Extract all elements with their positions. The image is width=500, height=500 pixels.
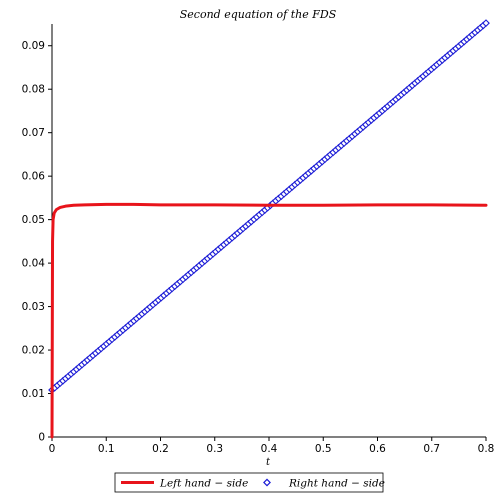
legend-marker-right-hand-side (263, 478, 271, 487)
legend-label-right-hand-side: Right hand − side (288, 478, 385, 490)
x-tick-label: 0.6 (369, 443, 386, 455)
y-tick-label: 0.02 (22, 345, 45, 357)
y-tick-label: 0.09 (22, 40, 45, 52)
y-tick-label: 0.03 (22, 301, 45, 313)
legend: Left hand − side Right hand − side (114, 472, 385, 493)
y-tick-label: 0.05 (22, 214, 45, 226)
y-tick-label: 0.01 (22, 388, 45, 400)
chart-title: Second equation of the FDS (180, 8, 337, 21)
y-tick-label: 0.08 (22, 84, 45, 96)
x-axis-label: t (266, 457, 271, 468)
x-tick-label: 0.1 (98, 443, 115, 455)
legend-label-left-hand-side: Left hand − side (159, 478, 248, 490)
y-tick-label: 0.04 (22, 258, 46, 270)
x-tick-label: 0.5 (315, 443, 332, 455)
x-tick-label: 0.7 (423, 443, 440, 455)
series-line-left-hand-side (50, 202, 488, 439)
y-tick-label: 0 (38, 432, 45, 444)
x-tick-label: 0.2 (152, 443, 169, 455)
y-ticks: 0 0.01 0.02 0.03 0.04 0.05 0.06 0.07 0.08 0.09 (22, 40, 52, 444)
y-tick-label: 0.06 (22, 171, 46, 183)
x-tick-label: 0 (49, 443, 56, 455)
plot-area: 0 0.1 0.2 0.3 0.4 0.5 0.6 0.7 0.8 00.010.020.030… (22, 19, 495, 455)
series-layer (48, 19, 490, 439)
legend-box (114, 472, 384, 493)
x-tick-label: 0.3 (206, 443, 223, 455)
x-tick-label: 0.8 (478, 443, 495, 455)
series-right-hand-side (48, 19, 490, 394)
x-tick-label: 0.4 (261, 443, 278, 455)
data-point-right-hand-side (482, 19, 490, 28)
x-ticks: 0 0.1 0.2 0.3 0.4 0.5 0.6 0.7 0.8 (49, 437, 495, 455)
y-tick-label: 0.07 (22, 127, 45, 139)
